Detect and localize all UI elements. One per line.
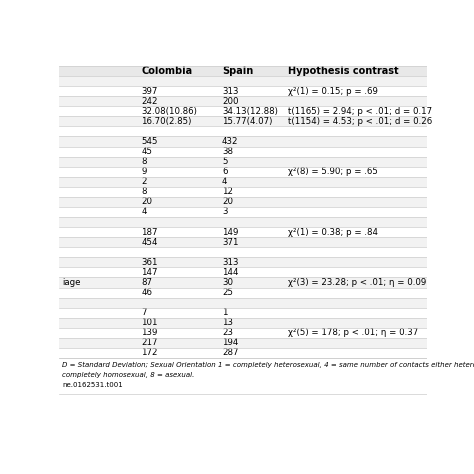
Text: 172: 172	[141, 348, 158, 357]
Text: 371: 371	[222, 237, 238, 246]
Text: 34.13(12.88): 34.13(12.88)	[222, 107, 278, 116]
Bar	[59, 308, 427, 318]
Text: 5: 5	[222, 157, 228, 166]
Text: 217: 217	[141, 338, 158, 347]
Text: 16.70(2.85): 16.70(2.85)	[141, 117, 191, 126]
Text: 313: 313	[222, 258, 238, 267]
Text: 7: 7	[141, 308, 146, 317]
Text: Spain: Spain	[222, 66, 253, 76]
Bar	[59, 348, 427, 358]
Bar	[59, 247, 427, 257]
Text: 13: 13	[222, 318, 233, 327]
Text: 187: 187	[141, 228, 158, 237]
Bar	[59, 76, 427, 86]
Bar	[59, 156, 427, 167]
Bar	[59, 116, 427, 127]
Text: 6: 6	[222, 167, 228, 176]
Bar	[59, 277, 427, 288]
Bar	[59, 96, 427, 106]
Text: 454: 454	[141, 237, 158, 246]
Bar	[59, 177, 427, 187]
Text: t(1154) = 4.53; p < .01; d = 0.26: t(1154) = 4.53; p < .01; d = 0.26	[288, 117, 432, 126]
Text: 9: 9	[141, 167, 146, 176]
Bar	[59, 298, 427, 308]
Text: 38: 38	[222, 147, 233, 156]
Text: 200: 200	[222, 97, 238, 106]
Text: 45: 45	[141, 147, 152, 156]
Text: 144: 144	[222, 268, 238, 277]
Text: χ²(1) = 0.38; p = .84: χ²(1) = 0.38; p = .84	[288, 228, 378, 237]
Bar	[59, 318, 427, 328]
Text: 12: 12	[222, 187, 233, 196]
Text: 1: 1	[222, 308, 228, 317]
Text: 46: 46	[141, 288, 152, 297]
Text: χ²(1) = 0.15; p = .69: χ²(1) = 0.15; p = .69	[288, 87, 378, 96]
Text: 8: 8	[141, 157, 146, 166]
Text: 23: 23	[222, 328, 233, 337]
Text: 20: 20	[141, 198, 152, 207]
Bar	[59, 127, 427, 137]
Text: 545: 545	[141, 137, 158, 146]
Text: 101: 101	[141, 318, 158, 327]
Text: 432: 432	[222, 137, 238, 146]
Bar	[59, 66, 427, 76]
Bar	[59, 237, 427, 247]
Text: χ²(8) = 5.90; p = .65: χ²(8) = 5.90; p = .65	[288, 167, 378, 176]
Text: 20: 20	[222, 198, 233, 207]
Bar	[59, 328, 427, 338]
Text: D = Standard Deviation; Sexual Orientation 1 = completely heterosexual, 4 = same: D = Standard Deviation; Sexual Orientati…	[62, 362, 474, 368]
Text: 361: 361	[141, 258, 158, 267]
Text: 397: 397	[141, 87, 157, 96]
Text: 32.08(10.86): 32.08(10.86)	[141, 107, 197, 116]
Text: 4: 4	[222, 177, 228, 186]
Bar	[59, 217, 427, 227]
Text: 313: 313	[222, 87, 238, 96]
Bar	[59, 227, 427, 237]
Text: completely homosexual, 8 = asexual.: completely homosexual, 8 = asexual.	[62, 372, 194, 378]
Text: Colombia: Colombia	[141, 66, 192, 76]
Bar	[59, 86, 427, 96]
Text: 2: 2	[141, 177, 146, 186]
Bar	[59, 137, 427, 146]
Bar	[59, 267, 427, 277]
Text: t(1165) = 2.94; p < .01; d = 0.17: t(1165) = 2.94; p < .01; d = 0.17	[288, 107, 432, 116]
Text: 139: 139	[141, 328, 157, 337]
Text: iage: iage	[62, 278, 81, 287]
Bar	[59, 197, 427, 207]
Text: 87: 87	[141, 278, 152, 287]
Text: 25: 25	[222, 288, 233, 297]
Text: Hypothesis contrast: Hypothesis contrast	[288, 66, 399, 76]
Text: 15.77(4.07): 15.77(4.07)	[222, 117, 273, 126]
Text: ne.0162531.t001: ne.0162531.t001	[62, 382, 123, 388]
Bar	[59, 257, 427, 267]
Text: 194: 194	[222, 338, 238, 347]
Bar	[59, 167, 427, 177]
Bar	[59, 288, 427, 298]
Text: 8: 8	[141, 187, 146, 196]
Text: 4: 4	[141, 208, 146, 217]
Text: 30: 30	[222, 278, 233, 287]
Text: 287: 287	[222, 348, 238, 357]
Bar	[59, 187, 427, 197]
Text: χ²(3) = 23.28; p < .01; η = 0.09: χ²(3) = 23.28; p < .01; η = 0.09	[288, 278, 426, 287]
Text: 3: 3	[222, 208, 228, 217]
Bar	[59, 146, 427, 156]
Text: 242: 242	[141, 97, 158, 106]
Bar	[59, 207, 427, 217]
Text: 149: 149	[222, 228, 238, 237]
Text: 147: 147	[141, 268, 158, 277]
Bar	[59, 338, 427, 348]
Text: χ²(5) = 178; p < .01; η = 0.37: χ²(5) = 178; p < .01; η = 0.37	[288, 328, 419, 337]
Bar	[59, 106, 427, 116]
